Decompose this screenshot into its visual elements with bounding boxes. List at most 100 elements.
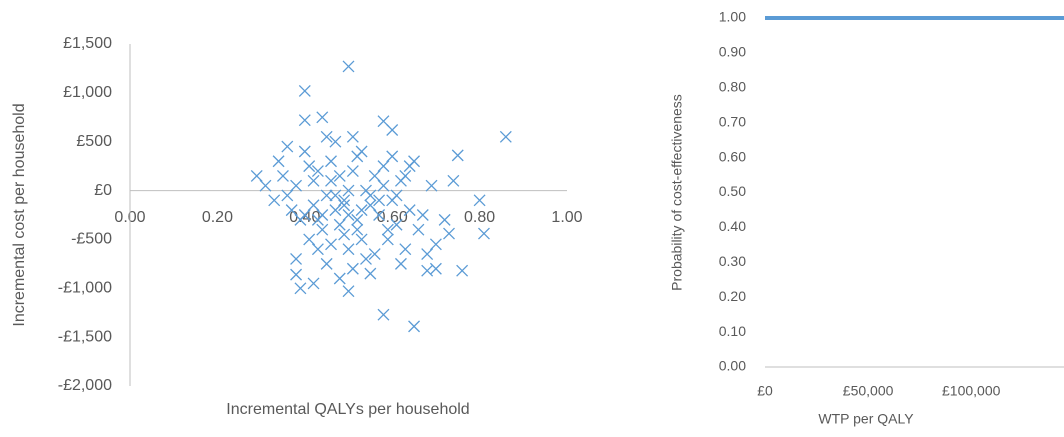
y-tick-label: -£1,000 xyxy=(58,280,112,297)
scatter-point xyxy=(403,204,416,217)
scatter-point xyxy=(346,130,359,143)
x-tick-label: £50,000 xyxy=(843,383,894,399)
scatter-point xyxy=(316,223,329,236)
y-tick-label: 0.30 xyxy=(719,253,746,269)
scatter-point xyxy=(373,194,386,207)
scatter-point xyxy=(320,130,333,143)
scatter-point xyxy=(342,60,355,73)
y-tick-label: £500 xyxy=(76,133,112,150)
scatter-point xyxy=(290,179,303,192)
y-tick-label: 0.70 xyxy=(719,113,746,129)
chart: -£2,000 -£1,500 -£1,000 -£500 £0 £500 £1,000 £1… xyxy=(11,35,582,418)
scatter-point xyxy=(421,264,434,277)
scatter-point xyxy=(325,238,337,251)
scatter-point xyxy=(329,135,342,148)
scatter-point xyxy=(355,204,368,217)
scatter-point xyxy=(333,272,346,285)
scatter-point xyxy=(425,179,438,192)
x-tick-label: 1.00 xyxy=(551,209,582,226)
scatter-point xyxy=(311,243,324,256)
y-tick-label: 0.10 xyxy=(719,323,746,339)
y-tick-label: £0 xyxy=(94,182,112,199)
y-tick-label: -£1,500 xyxy=(58,328,112,345)
y-tick-label: 0.90 xyxy=(719,44,746,60)
scatter-point xyxy=(338,228,351,241)
scatter-point xyxy=(377,179,390,192)
scatter-point xyxy=(499,130,512,143)
scatter-point xyxy=(351,213,364,226)
scatter-point xyxy=(298,209,311,221)
x-tick-label: £0 xyxy=(757,383,773,399)
scatter-point xyxy=(377,160,390,173)
scatter-point xyxy=(338,199,351,212)
scatter-point xyxy=(298,84,311,97)
scatter-point xyxy=(368,169,381,182)
y-tick-label: £1,000 xyxy=(63,84,112,101)
y-tick-label: 1.00 xyxy=(719,9,746,25)
scatter-point xyxy=(333,169,346,182)
scatter-point xyxy=(364,199,377,212)
y-tick-label: 0.40 xyxy=(719,218,746,234)
scatter-point xyxy=(316,111,329,124)
scatter-point xyxy=(386,150,399,163)
scatter-point xyxy=(342,209,355,221)
scatter-point xyxy=(381,233,394,246)
scatter-point xyxy=(394,257,407,270)
scatter-point xyxy=(412,223,425,236)
scatter-point xyxy=(368,248,381,261)
scatter-point xyxy=(329,204,342,217)
scatter-point xyxy=(451,149,464,162)
scatter-point xyxy=(311,165,324,177)
scatter-point xyxy=(408,320,421,333)
scatter-point xyxy=(329,189,342,202)
scatter-point xyxy=(307,174,320,187)
scatter-point xyxy=(373,209,386,221)
scatter-point xyxy=(320,257,333,270)
scatter-point xyxy=(447,174,460,187)
scatter-point xyxy=(364,267,377,280)
scatter-point xyxy=(333,218,346,231)
scatter-point xyxy=(290,253,303,265)
scatter-point xyxy=(250,169,263,182)
scatter-point xyxy=(285,204,298,217)
scatter-point xyxy=(290,268,303,281)
scatter-point xyxy=(399,169,412,182)
scatter-point xyxy=(390,189,403,202)
scatter-point xyxy=(478,227,490,240)
scatter-point xyxy=(281,189,294,202)
scatter-point xyxy=(276,169,289,182)
scatter-point xyxy=(320,189,333,202)
y-tick-label: 0.80 xyxy=(719,79,746,95)
scatter-point xyxy=(456,264,469,277)
scatter-point xyxy=(259,179,272,192)
scatter-point xyxy=(303,160,316,173)
scatter-point xyxy=(438,213,451,226)
scatter-point xyxy=(307,199,320,212)
y-tick-label: 0.60 xyxy=(719,148,746,164)
y-axis-title: Incremental cost per household xyxy=(11,103,28,326)
scatter-point xyxy=(268,194,281,207)
y-tick-label: 0.50 xyxy=(719,183,746,199)
scatter-point xyxy=(307,277,320,290)
scatter-point xyxy=(342,184,355,197)
scatter-point xyxy=(390,218,403,231)
scatter-point xyxy=(360,184,372,197)
x-tick-label: £100,000 xyxy=(942,383,1001,399)
x-axis-title: WTP per QALY xyxy=(818,411,914,427)
scatter-point xyxy=(311,213,324,226)
y-tick-label: 0.00 xyxy=(719,358,746,374)
scatter-point xyxy=(303,233,316,246)
scatter-point xyxy=(473,194,486,207)
scatter-point xyxy=(360,253,372,265)
y-tick-label: -£500 xyxy=(71,231,112,248)
scatter-point xyxy=(377,308,390,321)
scatter-point xyxy=(298,114,311,127)
scatter-point xyxy=(381,223,394,236)
scatter-point xyxy=(351,223,364,236)
x-tick-label: 0.20 xyxy=(202,209,233,226)
scatter-point xyxy=(272,155,285,168)
x-tick-label: 0.40 xyxy=(289,209,320,226)
scatter-point xyxy=(429,238,442,251)
scatter-point xyxy=(298,145,311,158)
